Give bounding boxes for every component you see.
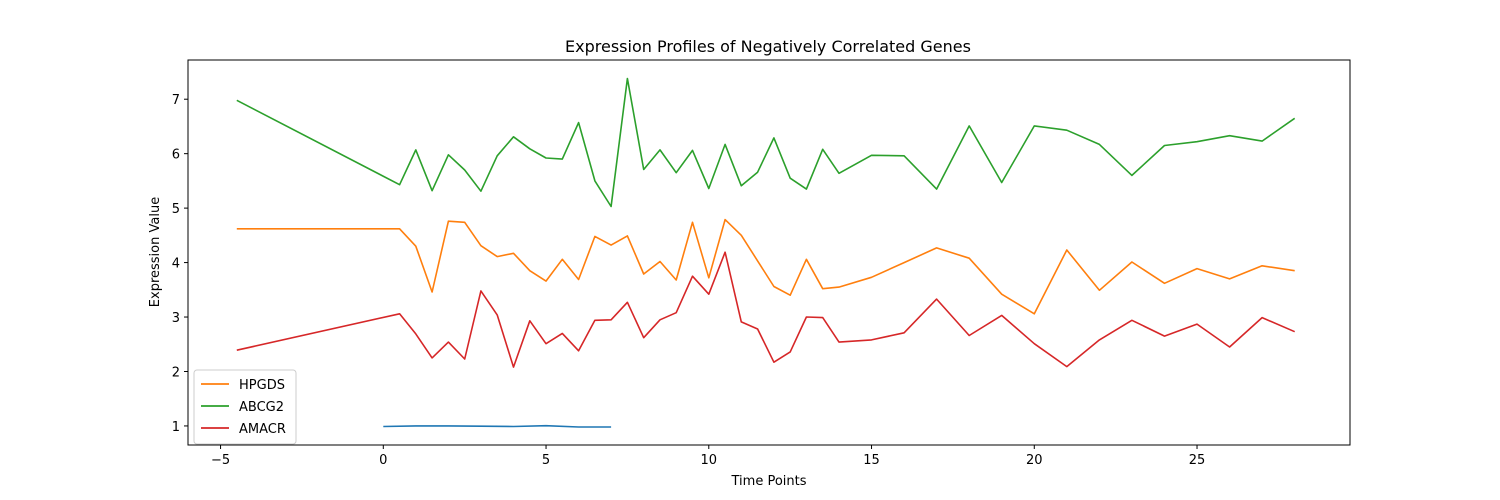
x-tick-label: 0 <box>379 453 387 468</box>
x-tick-label: 10 <box>701 453 718 468</box>
y-tick-label: 7 <box>172 93 180 108</box>
y-tick-label: 4 <box>172 257 180 272</box>
legend-label-amacr: AMACR <box>239 422 286 437</box>
legend: HPGDS ABCG2 AMACR <box>193 369 297 445</box>
legend-label-hpgds: HPGDS <box>239 378 285 393</box>
x-tick-label: −5 <box>211 453 230 468</box>
y-tick-label: 6 <box>172 148 180 163</box>
y-axis-label: Expression Value <box>148 197 163 307</box>
legend-box <box>193 369 297 445</box>
series-line-amacr <box>236 251 1296 368</box>
y-axis: 1 2 3 4 5 6 7 <box>172 93 188 435</box>
series-line-abcg2 <box>236 77 1296 208</box>
series-line-series-0 <box>383 424 612 428</box>
x-tick-label: 20 <box>1026 453 1043 468</box>
x-tick-label: 25 <box>1189 453 1206 468</box>
x-tick-label: 15 <box>863 453 880 468</box>
series-line-hpgds <box>236 218 1295 315</box>
y-tick-label: 2 <box>172 365 180 380</box>
y-tick-label: 1 <box>172 420 180 435</box>
legend-label-abcg2: ABCG2 <box>239 400 284 415</box>
x-axis-label: Time Points <box>731 474 807 489</box>
chart-title: Expression Profiles of Negatively Correl… <box>565 37 971 56</box>
x-tick-label: 5 <box>542 453 550 468</box>
plot-area <box>187 59 1351 446</box>
series-layer <box>236 77 1296 428</box>
y-tick-label: 3 <box>172 311 180 326</box>
y-tick-label: 5 <box>172 202 180 217</box>
x-axis: −5 0 5 10 15 20 25 <box>211 445 1205 468</box>
